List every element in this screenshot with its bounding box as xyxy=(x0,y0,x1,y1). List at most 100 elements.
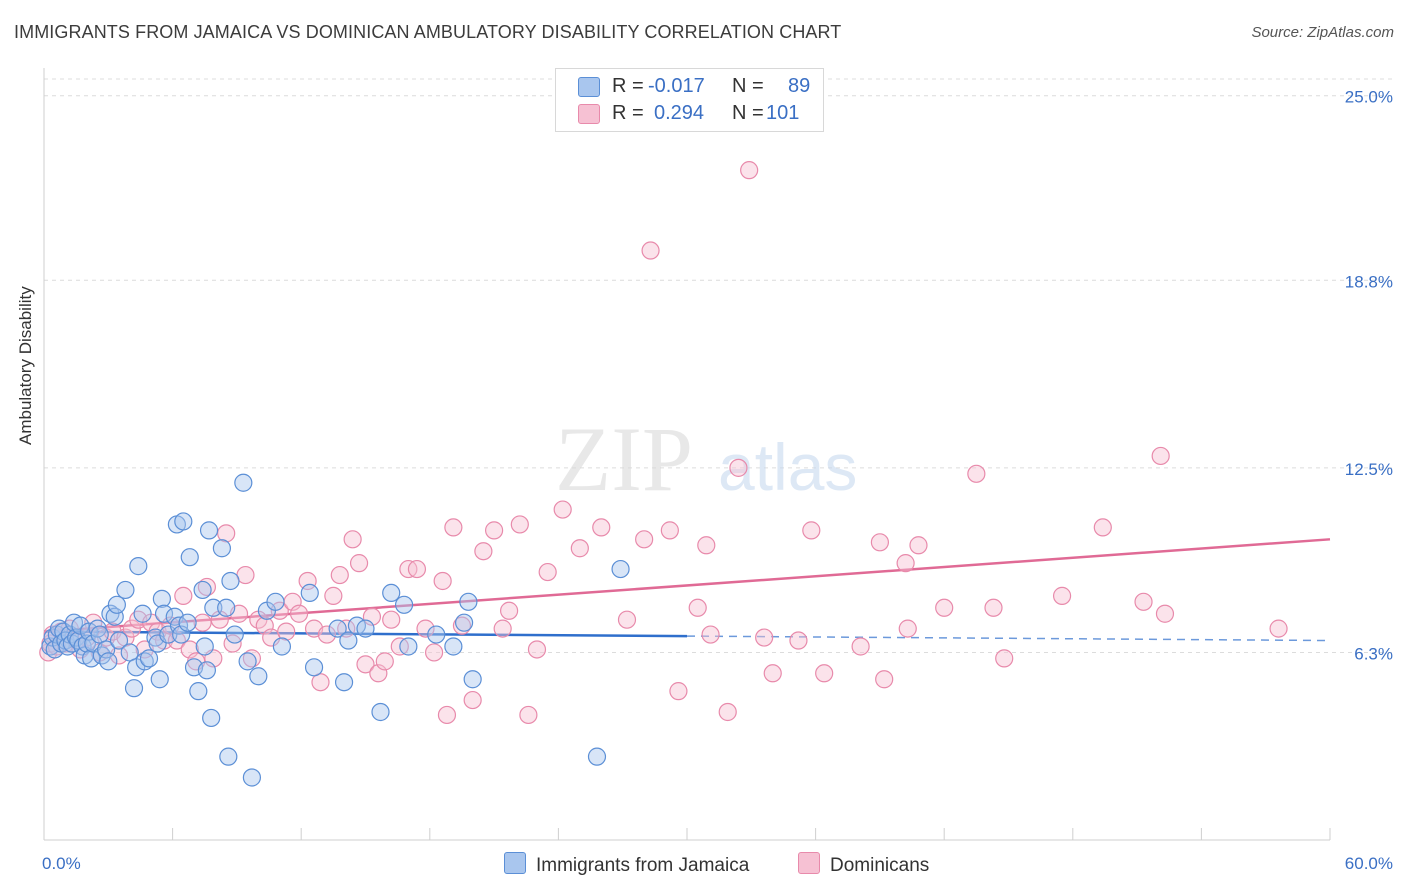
jamaica-point xyxy=(304,658,324,677)
jamaica-point xyxy=(109,631,129,650)
dominican-point xyxy=(1151,446,1170,466)
dominican-point xyxy=(635,530,654,549)
jamaica-swatch xyxy=(578,77,600,97)
watermark-atlas: atlas xyxy=(718,430,857,504)
jamaica-point xyxy=(199,521,219,540)
n-label: N = xyxy=(732,75,764,97)
dominican-point xyxy=(1052,586,1072,605)
dominican-point xyxy=(755,628,774,647)
dominican-point xyxy=(407,559,427,579)
jamaica-point xyxy=(238,652,257,671)
dominican-point xyxy=(641,241,660,260)
x-tick-label: 0.0% xyxy=(42,854,81,873)
jamaica-point xyxy=(394,595,414,614)
dominican-point xyxy=(416,619,435,638)
jamaica-point xyxy=(154,604,174,623)
r-value-jamaica: -0.017 xyxy=(648,75,705,97)
dominican-point xyxy=(356,655,375,674)
dominican-point xyxy=(802,521,821,540)
jamaica-point xyxy=(459,592,478,611)
jamaica-point xyxy=(133,604,152,623)
dominican-point xyxy=(174,586,193,605)
dominican-point xyxy=(1155,604,1175,623)
jamaica-point xyxy=(444,637,463,656)
dominican-point xyxy=(122,619,141,638)
jamaica-point xyxy=(124,679,144,698)
dominican-point xyxy=(1134,592,1153,611)
jamaica-point xyxy=(611,559,630,579)
jamaica-point xyxy=(204,598,223,617)
legend-item-jamaica: Immigrants from Jamaica xyxy=(504,852,749,877)
jamaica-point xyxy=(221,571,240,591)
jamaica-point xyxy=(334,673,354,692)
chart-source: Source: ZipAtlas.com xyxy=(1251,24,1394,41)
dominican-point xyxy=(349,554,369,573)
dominican-point xyxy=(660,521,679,540)
dominican-swatch xyxy=(578,104,600,124)
y-tick-label: 12.5% xyxy=(1345,460,1393,479)
dominican-point xyxy=(688,598,707,617)
dominican-point xyxy=(500,601,519,620)
jamaica-point xyxy=(225,625,244,644)
y-tick-label: 25.0% xyxy=(1345,88,1393,107)
dominican-point xyxy=(740,161,759,180)
r-label: R = xyxy=(612,102,644,124)
jamaica-point xyxy=(272,637,292,656)
jamaica-point xyxy=(339,631,358,650)
dominican-point xyxy=(718,702,737,722)
jamaica-point xyxy=(328,619,347,638)
jamaica-point xyxy=(107,595,126,614)
dominican-point xyxy=(984,598,1003,617)
dominican-point xyxy=(433,571,452,591)
jamaica-point xyxy=(242,768,262,787)
legend-label-jamaica: Immigrants from Jamaica xyxy=(536,855,750,876)
jamaica-point xyxy=(150,670,169,689)
dominican-point xyxy=(1093,518,1112,537)
jamaica-point xyxy=(454,613,474,632)
n-value-dominican: 101 xyxy=(766,102,800,124)
axes xyxy=(43,68,1331,841)
dominican-point xyxy=(193,613,212,632)
jamaica-point xyxy=(189,682,208,701)
jamaica-point xyxy=(219,747,238,766)
jamaica-point xyxy=(116,580,135,600)
dominican-point xyxy=(375,652,394,671)
dominican-point xyxy=(697,536,716,555)
r-label: R = xyxy=(612,75,644,97)
dominican-point xyxy=(270,601,289,620)
legend-label-dominican: Dominicans xyxy=(830,855,930,876)
jamaica-point xyxy=(178,613,197,632)
dominican-point xyxy=(875,670,894,689)
watermark-zip: ZIP xyxy=(555,408,693,510)
dominican-point xyxy=(592,518,611,537)
dominican-point xyxy=(729,458,748,477)
dominican-point xyxy=(789,631,808,650)
jamaica-point xyxy=(382,583,401,603)
jamaica-point xyxy=(371,702,390,722)
dominican-point xyxy=(617,610,637,629)
dominican-point xyxy=(669,682,688,701)
dominican-point xyxy=(493,619,512,638)
dominican-point xyxy=(967,464,986,483)
dominican-point xyxy=(217,524,236,543)
dominican-point xyxy=(277,622,296,641)
dominican-point xyxy=(763,664,782,683)
watermark: ZIP atlas xyxy=(555,408,857,510)
jamaica-swatch xyxy=(504,852,526,874)
dominican-point xyxy=(437,705,457,725)
y-tick-label: 18.8% xyxy=(1345,272,1393,291)
jamaica-trend-extension xyxy=(686,635,1331,642)
dominican-point xyxy=(289,604,309,623)
jamaica-points xyxy=(41,473,630,787)
dominican-point xyxy=(701,625,720,644)
jamaica-point xyxy=(195,637,214,656)
dominican-point xyxy=(330,565,349,585)
trend-lines xyxy=(43,538,1331,642)
dominican-trend-line xyxy=(43,538,1331,633)
y-axis-label: Ambulatory Disability xyxy=(16,286,35,445)
jamaica-point xyxy=(197,661,216,680)
dominican-point xyxy=(485,521,504,540)
jamaica-point xyxy=(202,708,221,728)
correlation-legend: R = -0.017 N = 89 R = 0.294 N = 101 xyxy=(555,68,824,132)
